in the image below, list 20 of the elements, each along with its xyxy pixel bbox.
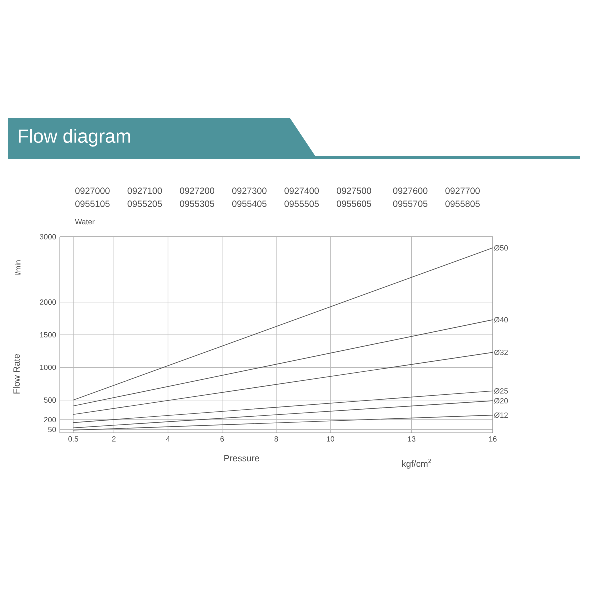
text: 0955605 <box>337 200 372 208</box>
text: 0927000 <box>76 188 110 194</box>
text: 0955105 <box>76 200 110 208</box>
text: 0927600 <box>393 188 428 194</box>
text: 0927400 <box>284 188 320 194</box>
text: 0955305 <box>180 200 214 208</box>
text: 0955705 <box>393 200 428 208</box>
text: 0927300 <box>232 188 267 194</box>
y-axis-title: Flow Rate <box>13 354 20 394</box>
text: 0955805 <box>446 200 480 208</box>
text: 0955505 <box>284 200 320 208</box>
text: 0955405 <box>232 200 267 208</box>
text: 0927500 <box>337 188 372 194</box>
text: 0955205 <box>128 200 162 208</box>
x-axis-title: Pressure <box>224 455 260 462</box>
text: 0927200 <box>180 188 214 194</box>
text: 0927100 <box>128 188 162 194</box>
chart-title: Flow diagram <box>19 129 130 147</box>
text: kgf/cm$^{2}$ <box>402 459 432 469</box>
text: 0927700 <box>446 188 480 194</box>
